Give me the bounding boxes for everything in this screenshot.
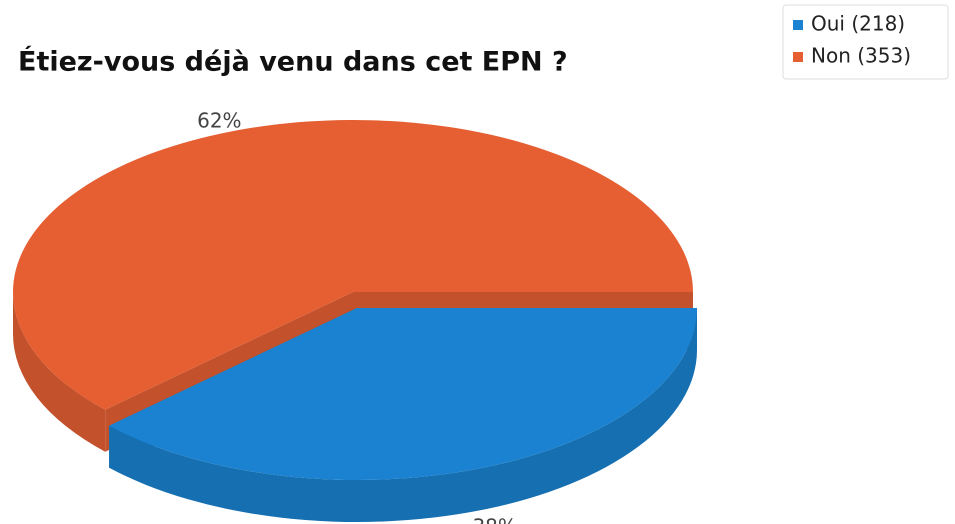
data-label: 62% bbox=[197, 109, 241, 133]
legend-swatch bbox=[793, 52, 803, 62]
pie-slice bbox=[109, 308, 698, 480]
legend-label: Non (353) bbox=[811, 44, 911, 68]
pie-slice bbox=[13, 120, 694, 410]
legend-swatch bbox=[793, 20, 803, 30]
slice-side bbox=[109, 308, 698, 522]
data-label: 38% bbox=[472, 514, 516, 524]
legend-box bbox=[782, 4, 949, 80]
chart-title: Étiez-vous déjà venu dans cet EPN ? bbox=[18, 46, 568, 78]
slice-side bbox=[13, 292, 106, 452]
legend-label: Oui (218) bbox=[811, 12, 905, 36]
